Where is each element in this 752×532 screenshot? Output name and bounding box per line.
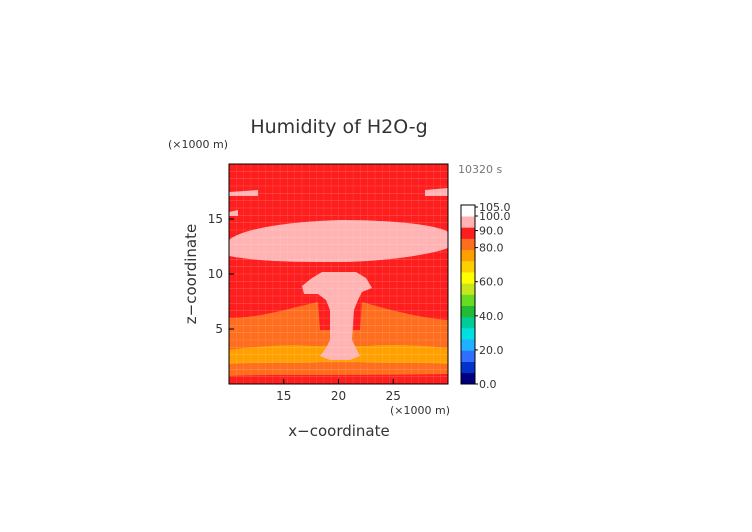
- y-tick-label: 5: [215, 322, 223, 336]
- colorbar-label: 90.0: [479, 225, 504, 238]
- colorbar-swatch: [461, 350, 475, 362]
- colorbar-swatch: [461, 316, 475, 329]
- colorbar-swatch: [461, 260, 475, 273]
- plot-grid: [229, 164, 448, 384]
- x-tick-label: 25: [386, 389, 401, 403]
- colorbar-frame: [460, 204, 476, 385]
- colorbar-swatch: [461, 339, 475, 351]
- colorbar-swatch: [461, 205, 475, 217]
- colorbar-label: 40.0: [479, 310, 504, 323]
- x-axis-unit: (×1000 m): [390, 404, 450, 417]
- colorbar-swatch: [461, 227, 475, 239]
- colorbar-label: 100.0: [479, 210, 511, 223]
- x-axis-title: x−coordinate: [288, 422, 389, 440]
- y-axis-ticks: 5 10 15: [208, 212, 234, 336]
- colorbar-label: 0.0: [479, 378, 497, 391]
- x-tick-label: 15: [276, 389, 291, 403]
- time-label: 10320 s: [458, 163, 502, 176]
- colorbar-label: 20.0: [479, 344, 504, 357]
- upper-thin-layer-left-2: [229, 210, 238, 216]
- colorbar-swatch: [461, 283, 475, 295]
- upper-thin-layer-left: [229, 190, 258, 196]
- chart-title: Humidity of H2O-g: [250, 116, 427, 138]
- y-axis-unit: (×1000 m): [168, 138, 228, 151]
- x-tick-label: 20: [331, 389, 346, 403]
- plot-area: [229, 164, 448, 384]
- colorbar-label: 60.0: [479, 276, 504, 289]
- colorbar-swatch: [461, 272, 475, 284]
- y-axis-title: z−coordinate: [182, 224, 200, 324]
- upper-thin-layer-right: [425, 188, 448, 196]
- colorbar-swatch: [461, 328, 475, 340]
- colorbar-swatch: [461, 305, 475, 318]
- convective-plume: [302, 272, 372, 360]
- colorbar-swatch: [461, 238, 475, 251]
- x-axis-ticks: 15 20 25: [276, 379, 401, 403]
- colorbar-swatch: [461, 361, 475, 374]
- upper-saturated-layer: [229, 220, 448, 262]
- colorbar-swatch: [461, 294, 475, 306]
- colorbar-label: 80.0: [479, 242, 504, 255]
- colorbar-label: 105.0: [479, 201, 511, 214]
- y-tick-label: 15: [208, 212, 223, 226]
- y-tick-label: 10: [208, 267, 223, 281]
- colorbar-swatch: [461, 372, 475, 385]
- colorbar-swatch: [461, 249, 475, 262]
- colorbar-swatch: [461, 216, 475, 228]
